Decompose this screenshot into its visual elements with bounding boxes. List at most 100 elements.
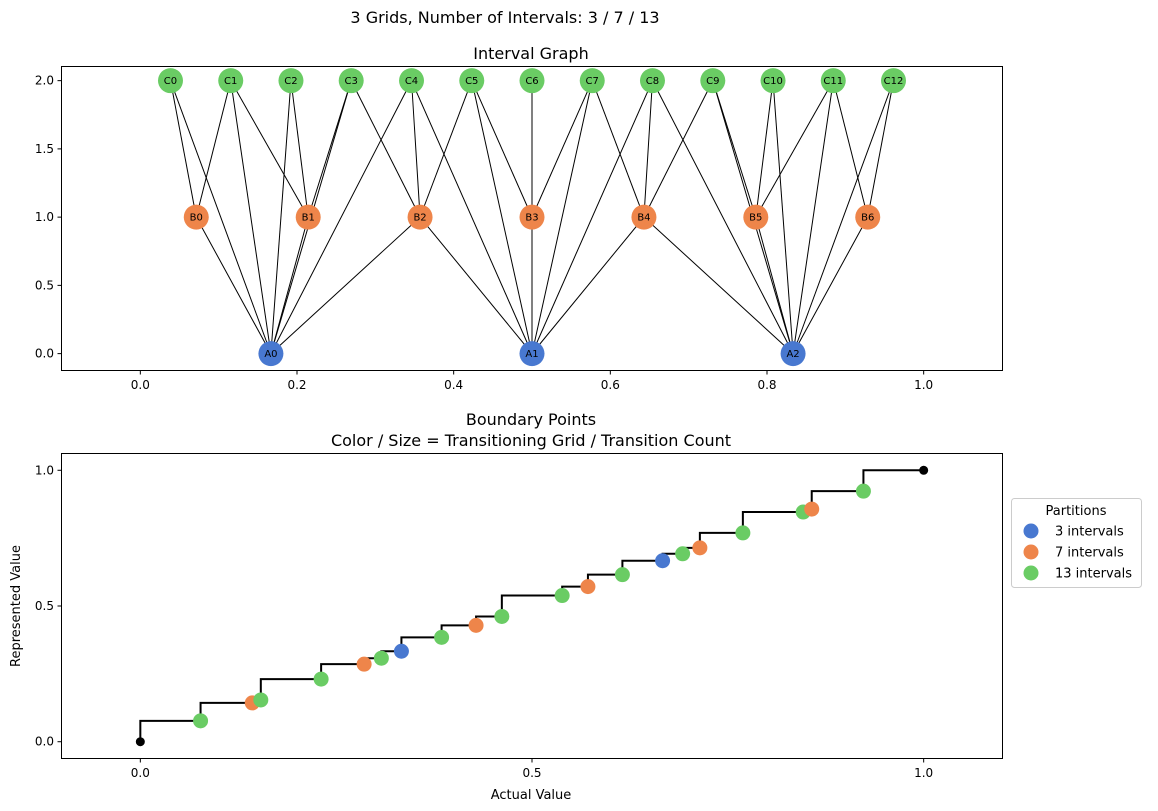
graph-node-label: B0 <box>190 213 203 224</box>
boundary-point <box>356 656 372 672</box>
graph-node-b2 <box>407 204 433 230</box>
boundary-point <box>804 501 820 517</box>
graph-edge <box>350 80 421 218</box>
graph-edge <box>270 80 292 354</box>
graph-node-label: A1 <box>525 349 538 360</box>
y-axis-label: Represented Value <box>9 545 24 667</box>
boundary-point <box>692 540 708 556</box>
graph-edge <box>411 80 533 354</box>
graph-node-label: C12 <box>884 76 904 87</box>
graph-edge <box>195 216 272 354</box>
legend-marker-b <box>1023 544 1039 560</box>
graph-node-label: C11 <box>823 76 843 87</box>
step-line <box>139 469 924 742</box>
endpoint-marker <box>135 737 145 747</box>
graph-edge <box>270 216 421 354</box>
y-tick-label: 1.0 <box>35 463 54 477</box>
boundary-point <box>434 629 450 645</box>
graph-edge <box>170 80 272 354</box>
boundary-point <box>855 483 871 499</box>
legend-title: Partitions <box>1046 504 1107 519</box>
boundary-points-title-line1: Boundary Points <box>466 410 596 429</box>
x-tick-label: 0.0 <box>131 378 150 392</box>
graph-node-label: B1 <box>302 213 315 224</box>
boundary-point <box>580 579 596 595</box>
boundary-point <box>614 567 630 583</box>
graph-node-c8 <box>639 68 665 94</box>
graph-edge <box>230 80 272 354</box>
graph-edge <box>832 80 869 218</box>
x-tick-label: 1.0 <box>914 378 933 392</box>
graph-node-b4 <box>631 204 657 230</box>
graph-edge <box>419 80 473 218</box>
graph-edge <box>792 216 869 354</box>
graph-edge <box>307 80 352 218</box>
boundary-point <box>393 643 409 659</box>
x-tick-label: 1.0 <box>914 766 933 780</box>
graph-edge <box>170 80 197 218</box>
boundary-point <box>655 553 671 569</box>
boundary-points-ticks: 0.0 0.5 1.0 0.0 0.5 1.0 <box>35 463 933 780</box>
graph-node-label: A2 <box>786 349 799 360</box>
interval-graph-ticks: 0.0 0.2 0.4 0.6 0.8 1.0 0.0 0.5 1.0 1.5 2.0 <box>35 74 933 392</box>
graph-node-b1 <box>295 204 321 230</box>
graph-edge <box>270 80 412 354</box>
y-tick-label: 1.0 <box>35 210 54 224</box>
legend-box <box>1011 498 1142 588</box>
graph-edge <box>419 216 533 354</box>
graph-node-label: B2 <box>413 213 426 224</box>
interval-graph-nodes: A0 A1 A2 B0 B1 B2 B3 B4 B5 B6 C0 C1 C2 C3 C4 C5 C6 C7 C8 C9… <box>157 68 907 367</box>
graph-node-label: C3 <box>345 76 358 87</box>
graph-node-label: C7 <box>586 76 599 87</box>
interval-graph-title: Interval Graph <box>473 44 588 63</box>
graph-node-b6 <box>855 204 881 230</box>
boundary-points-title-line2: Color / Size = Transitioning Grid / Tran… <box>331 431 731 450</box>
graph-node-c12 <box>881 68 907 94</box>
endpoint-marker <box>919 465 929 475</box>
graph-node-label: C4 <box>405 76 418 87</box>
boundary-point <box>494 608 510 624</box>
graph-node-c3 <box>338 68 364 94</box>
graph-edge <box>755 80 774 218</box>
graph-node-label: C0 <box>164 76 177 87</box>
legend-entries: 3 intervals 7 intervals 13 intervals <box>1023 523 1132 582</box>
graph-edge <box>652 80 794 354</box>
graph-edge <box>471 80 533 354</box>
y-tick-label: 0.5 <box>35 599 54 613</box>
graph-node-c7 <box>579 68 605 94</box>
x-tick-label: 0.8 <box>757 378 776 392</box>
graph-edge <box>643 80 714 218</box>
y-tick-label: 0.0 <box>35 347 54 361</box>
graph-node-label: C1 <box>224 76 237 87</box>
x-tick-label: 0.2 <box>287 378 306 392</box>
graph-node-label: C8 <box>646 76 659 87</box>
boundary-point <box>193 713 209 729</box>
graph-node-label: C5 <box>465 76 478 87</box>
boundary-points-axes: Boundary Points Color / Size = Transitio… <box>9 410 1003 803</box>
boundary-point <box>554 588 570 604</box>
x-axis-label: Actual Value <box>491 788 572 803</box>
graph-node-c1 <box>218 68 244 94</box>
graph-edge <box>772 80 794 354</box>
graph-edge <box>290 80 309 218</box>
boundary-point <box>468 617 484 633</box>
graph-node-label: C9 <box>706 76 719 87</box>
graph-edge <box>531 80 593 354</box>
boundary-point <box>735 525 751 541</box>
graph-node-c11 <box>820 68 846 94</box>
y-tick-label: 0.5 <box>35 278 54 292</box>
graph-node-b5 <box>743 204 769 230</box>
x-tick-label: 0.5 <box>522 766 541 780</box>
y-tick-label: 2.0 <box>35 74 54 88</box>
graph-node-b0 <box>183 204 209 230</box>
graph-node-b3 <box>519 204 545 230</box>
graph-node-label: C2 <box>284 76 297 87</box>
boundary-point <box>313 671 329 687</box>
graph-edge <box>792 80 834 354</box>
legend-marker-a <box>1023 523 1039 539</box>
y-tick-label: 0.0 <box>35 735 54 749</box>
graph-edge <box>195 80 232 218</box>
graph-node-label: A0 <box>264 349 277 360</box>
interval-graph-frame <box>61 66 1003 371</box>
